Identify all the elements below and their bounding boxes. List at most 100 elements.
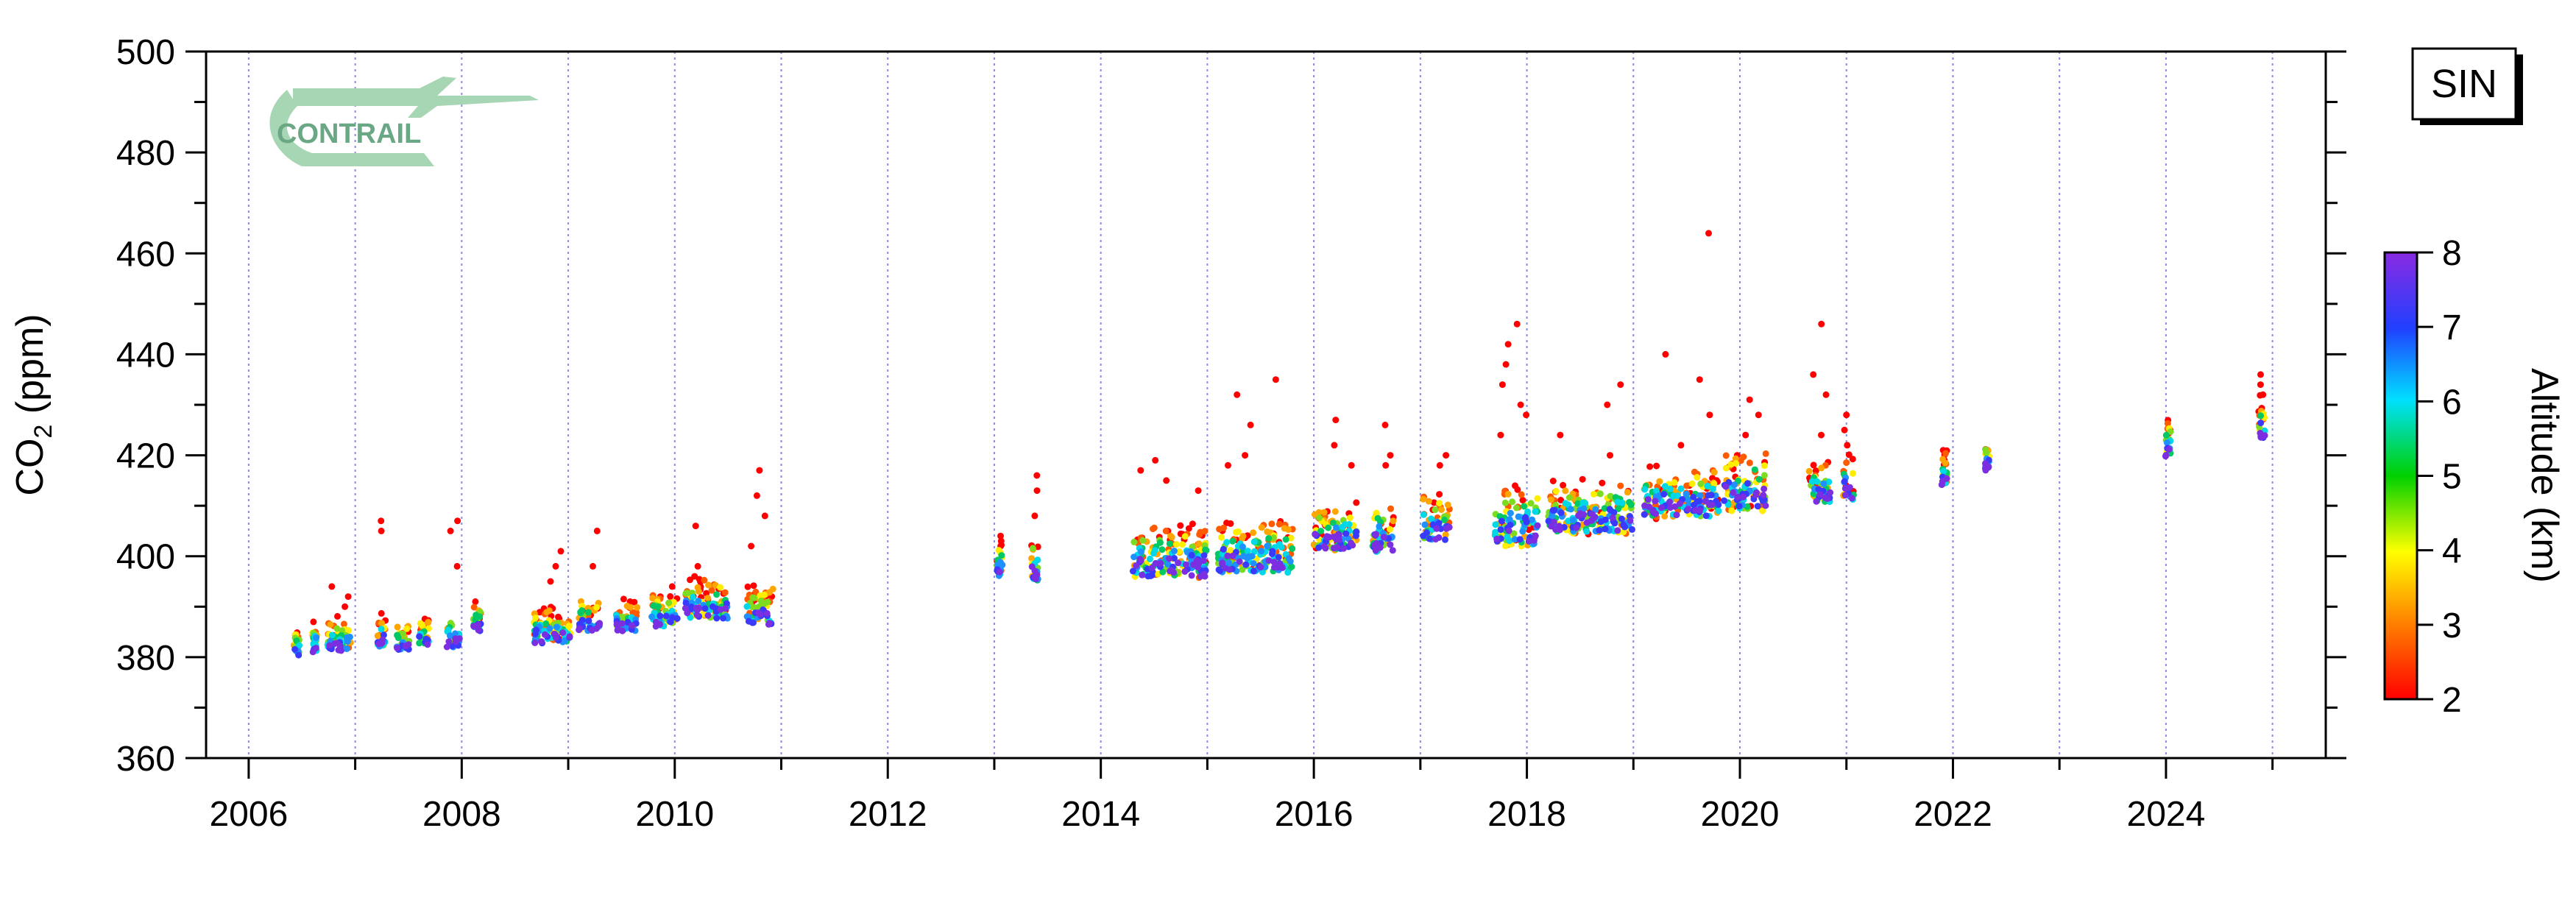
data-point [1519, 497, 1526, 504]
data-point [1706, 411, 1713, 419]
data-point [1735, 503, 1743, 510]
data-point [1225, 461, 1231, 469]
data-point [2163, 439, 2170, 446]
data-point [1620, 528, 1627, 536]
data-point [1331, 442, 1338, 449]
data-point [1666, 485, 1674, 492]
data-point [542, 620, 550, 627]
data-point [543, 609, 551, 616]
data-point [590, 562, 596, 570]
data-point [1660, 491, 1668, 498]
data-point [1240, 553, 1247, 560]
data-point [1435, 520, 1443, 527]
data-point [1432, 506, 1439, 514]
data-point [470, 604, 478, 611]
y-tick-label: 500 [116, 33, 175, 72]
data-point [1244, 548, 1251, 555]
data-point [1442, 531, 1449, 539]
data-point [1696, 498, 1703, 505]
data-point [1513, 320, 1521, 328]
data-point [416, 633, 423, 640]
x-tick-label: 2020 [1701, 795, 1780, 834]
data-point [1602, 526, 1609, 533]
data-point [1257, 564, 1264, 571]
data-point [1671, 479, 1678, 486]
data-point [1810, 371, 1817, 378]
data-point [1317, 528, 1325, 534]
data-point [425, 619, 432, 626]
data-point [1376, 544, 1384, 551]
data-point [1841, 426, 1848, 434]
data-point [695, 598, 702, 604]
data-point [1345, 520, 1353, 528]
data-point [1428, 515, 1435, 523]
data-point [1373, 531, 1379, 538]
data-point [1761, 462, 1768, 470]
data-point [722, 605, 729, 612]
colorbar-tick-label: 2 [2442, 681, 2462, 720]
altitude-colorbar: 2 3 4 5 6 7 8 Altitude (km) [2383, 234, 2566, 720]
data-point [1755, 475, 1763, 483]
data-point [657, 612, 664, 620]
data-point [1618, 515, 1625, 523]
data-point [1601, 505, 1608, 512]
data-point [577, 609, 584, 615]
plot-frame [205, 50, 2327, 760]
data-point [1685, 506, 1692, 513]
data-point [334, 612, 341, 620]
data-point [1523, 411, 1530, 419]
data-point [1849, 456, 1856, 463]
data-point [1250, 538, 1258, 545]
data-point [1532, 508, 1539, 515]
data-point [1137, 556, 1144, 564]
data-point [1656, 478, 1663, 485]
data-point [1514, 486, 1521, 493]
data-point [1562, 487, 1569, 495]
data-point [1498, 517, 1505, 525]
data-point [1509, 498, 1516, 506]
data-point [533, 626, 539, 634]
data-point [295, 651, 302, 659]
data-point [1557, 509, 1565, 517]
data-point [551, 630, 558, 637]
data-point [1580, 511, 1588, 518]
data-point [687, 576, 693, 584]
data-point [448, 643, 456, 650]
data-point [1270, 534, 1277, 542]
data-point [593, 604, 601, 611]
data-point [753, 492, 760, 499]
data-point [1816, 491, 1824, 498]
data-point [1433, 525, 1440, 532]
data-point [997, 537, 1005, 545]
data-point [1420, 532, 1427, 539]
data-point [1171, 555, 1178, 562]
data-point [1617, 381, 1624, 389]
data-point [717, 584, 723, 591]
data-point [1224, 552, 1231, 559]
data-point [1220, 545, 1227, 553]
data-point [1387, 505, 1394, 512]
data-point [670, 598, 677, 606]
data-point [578, 617, 586, 623]
data-point [761, 512, 768, 520]
data-point [1282, 536, 1289, 543]
data-point [1389, 547, 1396, 554]
data-point [1805, 467, 1813, 475]
data-point [1507, 509, 1514, 517]
data-point [1227, 547, 1234, 554]
data-point [447, 527, 454, 534]
data-point [684, 609, 691, 617]
data-point [1629, 526, 1635, 533]
data-point [473, 612, 480, 619]
data-point [629, 622, 635, 629]
data-point [1617, 482, 1624, 489]
data-point [701, 576, 708, 584]
data-point [1276, 541, 1283, 548]
data-point [1139, 571, 1146, 578]
data-point [1760, 492, 1767, 499]
data-point [2164, 420, 2171, 427]
data-point [2257, 429, 2264, 436]
data-point [1734, 493, 1741, 500]
x-tick-label: 2012 [849, 795, 927, 834]
data-point [1340, 545, 1347, 552]
